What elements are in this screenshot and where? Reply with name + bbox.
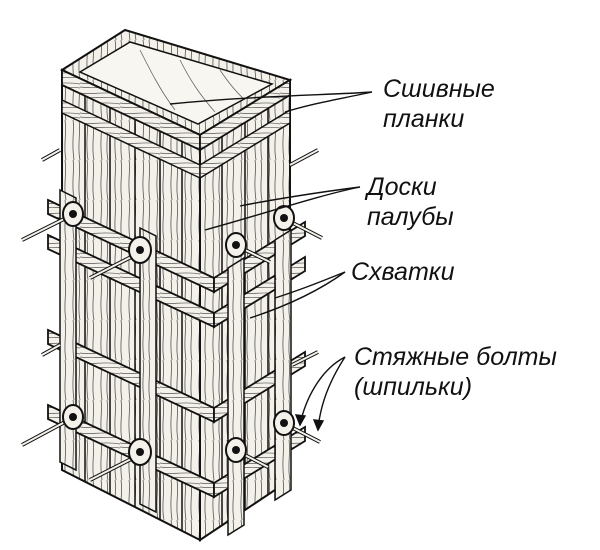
top-frame [59,28,293,137]
leader-clamps-2 [274,271,346,299]
label-line: (шпильки) [354,373,473,401]
bolt [89,438,152,482]
bolt [21,404,84,447]
leader-bolts-2 [317,356,346,431]
bolt [289,148,319,167]
bolt [225,437,269,469]
label-line: Схватки [351,258,455,286]
label-stitch-planks: Сшивные планки [383,74,495,134]
leader-boards-1 [239,186,361,207]
leader-lines [169,91,373,432]
bolt [89,236,152,280]
label-line: Сшивные [383,75,495,103]
bolt [21,201,84,242]
label-line: палубы [367,203,454,231]
label-tie-bolts: Стяжные болты (шпильки) [354,342,557,402]
leader-stitch-2 [284,91,373,113]
leader-clamps-1 [249,271,346,319]
bolt [41,343,61,357]
bolt [273,410,321,444]
tie-bolts [21,148,323,482]
label-line: Доски [367,173,437,201]
label-line: планки [383,105,465,133]
label-line: Стяжные болты [354,343,557,371]
bolt [225,232,271,264]
bolt [41,148,61,162]
label-clamps: Схватки [351,257,455,287]
bolt [273,205,323,240]
leader-stitch-1 [169,91,373,105]
leader-boards-2 [204,186,361,231]
label-form-boards: Доски палубы [367,172,454,232]
bolt [291,350,319,367]
